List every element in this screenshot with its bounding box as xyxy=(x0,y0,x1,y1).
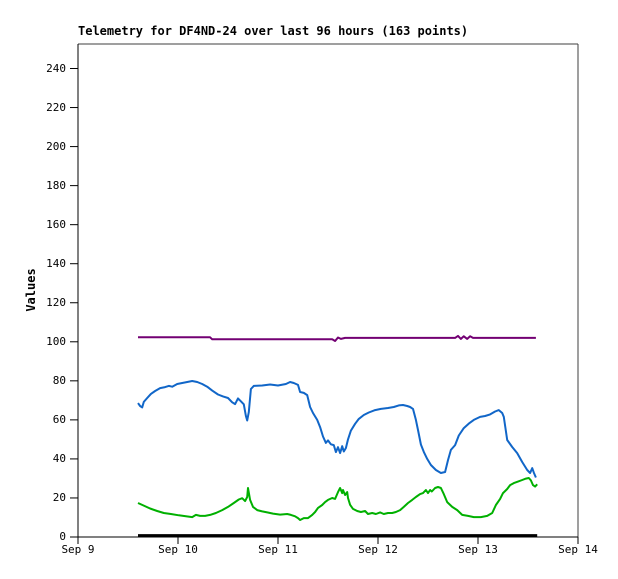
x-tick-label: Sep 10 xyxy=(158,543,198,556)
y-tick-label: 80 xyxy=(52,373,66,387)
chart-title: Telemetry for DF4ND-24 over last 96 hour… xyxy=(78,24,469,38)
y-tick-label: 40 xyxy=(52,451,66,465)
y-tick-label: 60 xyxy=(52,412,66,426)
y-tick-label: 100 xyxy=(46,334,66,348)
y-tick-label: 120 xyxy=(46,295,66,309)
x-tick-label: Sep 11 xyxy=(258,543,298,556)
x-tick-label: Sep 13 xyxy=(458,543,498,556)
y-tick-label: 220 xyxy=(46,100,66,114)
series-green-line xyxy=(137,477,538,521)
series-blue-line xyxy=(137,380,537,478)
y-tick-label: 180 xyxy=(46,178,66,192)
y-tick-label: 240 xyxy=(46,61,66,75)
y-tick-label: 140 xyxy=(46,256,66,270)
y-tick-label: 200 xyxy=(46,139,66,153)
x-tick-label: Sep 12 xyxy=(358,543,398,556)
x-tick-label: Sep 9 xyxy=(61,543,95,556)
y-tick-label: 20 xyxy=(52,490,66,504)
y-tick-label: 0 xyxy=(59,530,66,543)
y-tick-label: 160 xyxy=(46,217,66,231)
x-tick-label: Sep 14 xyxy=(558,543,598,556)
series-purple-line xyxy=(138,334,536,342)
